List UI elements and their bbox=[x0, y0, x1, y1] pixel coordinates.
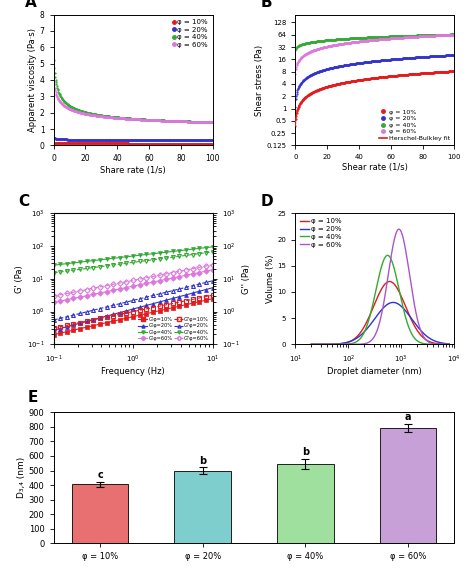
Y-axis label: G' (Pa): G' (Pa) bbox=[15, 265, 24, 293]
Text: B: B bbox=[260, 0, 272, 10]
Y-axis label: D₃,₄ (nm): D₃,₄ (nm) bbox=[17, 457, 26, 498]
Legend: φ = 10%, φ = 20%, φ = 40%, φ = 60%, Herschel-Bulkley fit: φ = 10%, φ = 20%, φ = 40%, φ = 60%, Hers… bbox=[378, 108, 451, 142]
Y-axis label: G'' (Pa): G'' (Pa) bbox=[242, 264, 251, 294]
φ = 40% bbox=[385, 252, 391, 259]
φ = 20% bbox=[446, 340, 452, 347]
φ = 20% bbox=[371, 317, 377, 324]
Bar bbox=[174, 471, 231, 543]
X-axis label: Droplet diameter (nm): Droplet diameter (nm) bbox=[328, 367, 422, 376]
Text: b: b bbox=[302, 447, 309, 457]
φ = 60% bbox=[401, 236, 406, 243]
φ = 10% bbox=[412, 324, 418, 331]
φ = 20% bbox=[344, 339, 350, 346]
φ = 40% bbox=[412, 336, 418, 343]
Bar bbox=[72, 485, 128, 543]
Y-axis label: Apparent viscosity (Pa·s): Apparent viscosity (Pa·s) bbox=[28, 28, 37, 132]
φ = 10% bbox=[390, 279, 396, 286]
φ = 20% bbox=[308, 341, 314, 348]
Text: D: D bbox=[260, 193, 273, 209]
φ = 10% bbox=[333, 340, 338, 347]
φ = 40% bbox=[371, 297, 377, 304]
Text: A: A bbox=[25, 0, 37, 10]
φ = 40% bbox=[390, 260, 396, 267]
φ = 60% bbox=[412, 306, 418, 313]
Y-axis label: Shear stress (Pa): Shear stress (Pa) bbox=[254, 44, 263, 116]
φ = 60% bbox=[396, 225, 402, 232]
φ = 60% bbox=[390, 245, 395, 252]
φ = 60% bbox=[308, 341, 314, 348]
φ = 10% bbox=[308, 341, 314, 348]
φ = 40% bbox=[308, 341, 314, 348]
Text: b: b bbox=[199, 456, 206, 465]
Text: C: C bbox=[19, 193, 30, 209]
φ = 60% bbox=[344, 341, 350, 348]
φ = 10% bbox=[344, 339, 350, 346]
X-axis label: Frequency (Hz): Frequency (Hz) bbox=[101, 367, 165, 376]
Bar bbox=[380, 428, 436, 543]
X-axis label: Shear rate (1/s): Shear rate (1/s) bbox=[342, 163, 408, 172]
φ = 60% bbox=[333, 341, 338, 348]
φ = 20% bbox=[390, 299, 396, 306]
Line: φ = 60%: φ = 60% bbox=[311, 229, 449, 345]
φ = 40% bbox=[333, 341, 338, 348]
φ = 60% bbox=[371, 334, 377, 341]
φ = 10% bbox=[371, 303, 377, 310]
φ = 20% bbox=[401, 305, 406, 312]
Line: φ = 20%: φ = 20% bbox=[311, 303, 449, 345]
φ = 60% bbox=[446, 341, 452, 348]
Text: c: c bbox=[97, 470, 103, 480]
Line: φ = 10%: φ = 10% bbox=[311, 282, 449, 345]
Y-axis label: Volume (%): Volume (%) bbox=[266, 254, 274, 303]
φ = 40% bbox=[446, 341, 452, 348]
φ = 40% bbox=[344, 340, 350, 347]
φ = 20% bbox=[412, 320, 418, 327]
Legend: φ = 10%, φ = 20%, φ = 40%, φ = 60%: φ = 10%, φ = 20%, φ = 40%, φ = 60% bbox=[171, 18, 209, 49]
Text: a: a bbox=[404, 412, 411, 422]
φ = 20% bbox=[333, 340, 338, 347]
φ = 10% bbox=[401, 298, 406, 305]
Bar bbox=[277, 464, 334, 543]
φ = 10% bbox=[446, 341, 452, 348]
Legend: φ = 10%, φ = 20%, φ = 40%, φ = 60%: φ = 10%, φ = 20%, φ = 40%, φ = 60% bbox=[299, 217, 343, 249]
Text: E: E bbox=[27, 390, 38, 405]
φ = 20% bbox=[390, 299, 395, 306]
Line: φ = 40%: φ = 40% bbox=[311, 255, 449, 345]
φ = 40% bbox=[401, 306, 406, 313]
X-axis label: Share rate (1/s): Share rate (1/s) bbox=[100, 166, 166, 175]
Legend: G'φ=10%, G'φ=20%, G'φ=40%, G'φ=60%, G"φ=10%, G"φ=20%, G"φ=40%, G"φ=60%: G'φ=10%, G'φ=20%, G'φ=40%, G'φ=60%, G"φ=… bbox=[137, 316, 210, 342]
φ = 10% bbox=[387, 278, 392, 285]
